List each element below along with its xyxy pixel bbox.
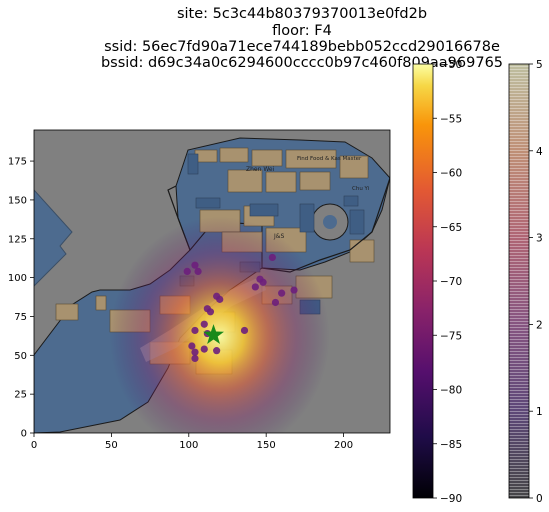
y-tick-label: 75 — [14, 312, 27, 323]
measurement-point — [213, 347, 221, 355]
colorbar-tick-label: 2 — [536, 319, 543, 331]
measurement-point — [259, 278, 267, 286]
measurement-point — [188, 342, 196, 350]
colorbar-tick-label: 0 — [536, 493, 543, 505]
map-label-chuyi: Chu Yi — [352, 186, 370, 192]
plot-area: Zhen Wei Find Food & Kas Master Chu Yi J… — [34, 130, 390, 433]
colorbar-tick-label: −90 — [440, 493, 462, 505]
y-tick-label: 175 — [8, 157, 27, 168]
colorbar-tick-label: 4 — [536, 146, 543, 158]
colorbar-tick-label: −60 — [440, 168, 462, 180]
measurement-point — [183, 267, 191, 275]
colorbar-signal-ticks: −50 −55 −60 −65 −70 −75 −80 −85 −90 — [433, 59, 462, 505]
colorbar-count: 0 1 2 3 4 5 — [508, 59, 543, 505]
measurement-point — [191, 326, 199, 335]
colorbar-tick-label: 5 — [536, 59, 543, 71]
title-floor: floor: F4 — [272, 23, 332, 39]
colorbar-tick-label: 3 — [536, 233, 543, 245]
colorbar-signal-bar — [412, 63, 434, 499]
x-tick-label: 200 — [334, 440, 353, 451]
colorbar-tick-label: 1 — [536, 406, 543, 418]
measurement-point — [278, 289, 286, 297]
title-ssid: ssid: 56ec7fd90a71ece744189bebb052ccd290… — [104, 39, 500, 55]
y-tick-label: 25 — [14, 390, 27, 401]
atrium-core — [323, 215, 337, 229]
y-tick-label: 125 — [8, 234, 27, 245]
title-site: site: 5c3c44b80379370013e0fd2b — [177, 6, 427, 22]
measurement-point — [191, 261, 199, 269]
measurement-point — [240, 326, 249, 335]
y-tick-label: 50 — [14, 351, 27, 362]
x-tick-label: 150 — [257, 440, 276, 451]
measurement-point — [216, 295, 224, 303]
measurement-points — [183, 253, 298, 363]
heat-peak — [109, 216, 330, 433]
star-marker-group — [203, 324, 224, 344]
colorbar-tick-label: −50 — [440, 59, 462, 71]
measurement-point — [200, 345, 208, 353]
x-tick-label: 50 — [105, 440, 118, 451]
colorbar-tick-label: −55 — [440, 113, 462, 125]
measurement-point — [271, 298, 280, 307]
colorbar-tick-label: −85 — [440, 439, 462, 451]
measurement-point — [268, 253, 276, 262]
colorbar-count-frame — [508, 63, 530, 499]
measurement-point — [290, 286, 298, 294]
star-marker — [203, 324, 224, 344]
measurement-point — [191, 348, 199, 356]
y-axis: 0 25 50 75 100 125 150 175 — [8, 157, 34, 440]
left-wing — [34, 189, 73, 287]
x-tick-label: 0 — [31, 440, 37, 451]
chart-title: site: 5c3c44b80379370013e0fd2b floor: F4… — [101, 6, 503, 71]
measurement-point — [194, 267, 202, 275]
x-tick-label: 100 — [179, 440, 198, 451]
measurement-point — [200, 320, 208, 328]
heat-field — [109, 216, 330, 433]
map-label-findfood: Find Food & Kas Master — [297, 156, 362, 162]
colorbar-signal: −50 −55 −60 −65 −70 −75 −80 −85 −90 — [412, 59, 462, 505]
colorbar-tick-label: −80 — [440, 385, 462, 397]
title-bssid: bssid: d69c34a0c6294600cccc0b97c460f809a… — [101, 55, 503, 71]
y-tick-label: 100 — [8, 273, 27, 284]
colorbar-count-stripes — [509, 64, 529, 498]
colorbar-tick-label: −70 — [440, 276, 462, 288]
measurement-point — [206, 308, 215, 316]
colorbar-count-ticks: 0 1 2 3 4 5 — [529, 59, 543, 505]
colorbar-tick-label: −75 — [440, 330, 462, 342]
colorbar-tick-label: −65 — [440, 222, 462, 234]
y-tick-label: 150 — [8, 195, 27, 206]
measurement-point — [251, 283, 259, 291]
plot-frame — [33, 129, 391, 434]
map-label-zhenwei: Zhen Wei — [246, 166, 275, 173]
measurement-point — [191, 354, 199, 363]
x-axis: 0 50 100 150 200 — [31, 433, 353, 451]
y-tick-label: 0 — [21, 429, 27, 440]
